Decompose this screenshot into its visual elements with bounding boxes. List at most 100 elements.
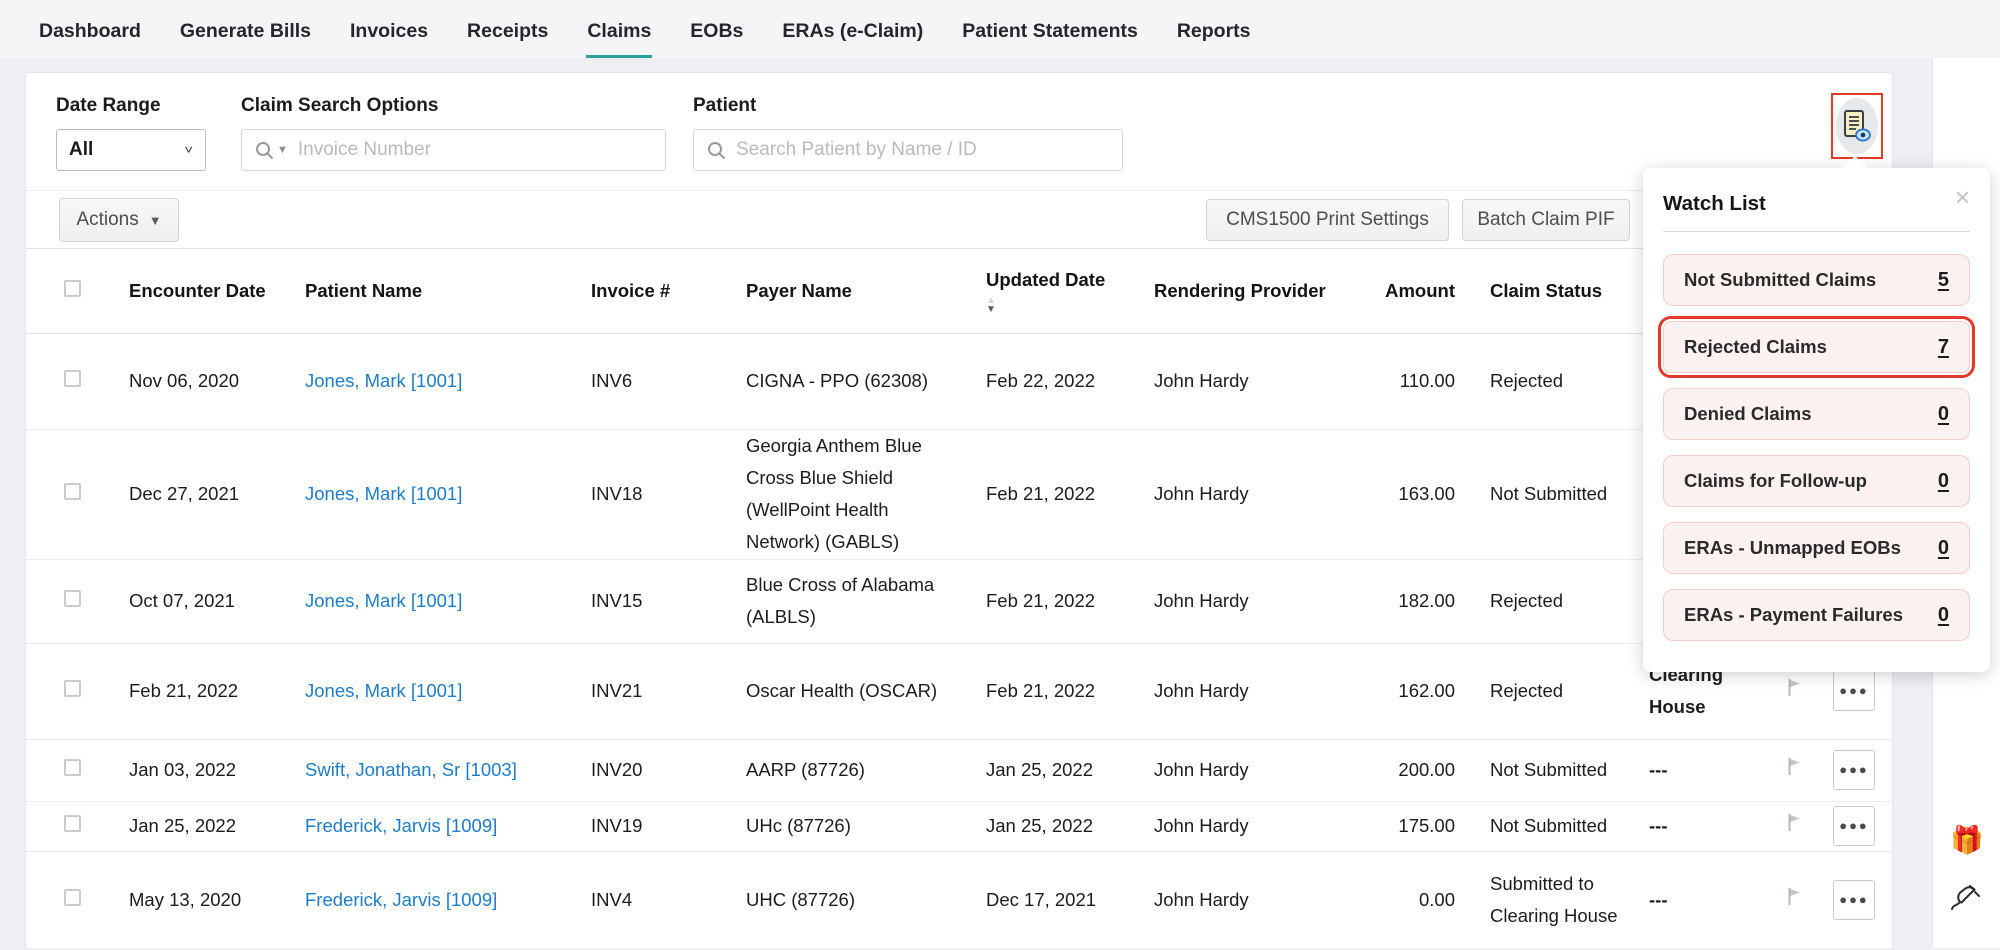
watch-item-count[interactable]: 0 [1937,603,1949,626]
updated-date-cell: Feb 22, 2022 [961,333,1129,430]
watch-item-count[interactable]: 5 [1937,268,1949,291]
invoice-number-input[interactable] [287,139,665,161]
patient-name-link[interactable]: Jones, Mark [1001] [305,590,463,612]
nav-item-reports[interactable]: Reports [1176,20,1251,42]
date-range-select[interactable]: All ˅ [56,129,206,171]
top-navigation: Dashboard Generate Bills Invoices Receipts C… [0,0,2000,58]
column-header-updated-date[interactable]: Updated Date ▲ ▼ [961,249,1129,334]
nav-item-receipts[interactable]: Receipts [467,20,549,42]
rejection-source-cell: --- [1621,739,1769,802]
column-header-payer-name[interactable]: Payer Name [721,249,961,334]
batch-claim-pif-button[interactable]: Batch Claim PIF [1462,199,1630,241]
nav-item-eobs[interactable]: EOBs [690,20,744,42]
encounter-date-cell: Feb 21, 2022 [104,643,280,740]
close-icon[interactable]: × [1954,182,1970,212]
claims-table-body: Nov 06, 2020 Jones, Mark [1001] INV6 CIG… [26,333,1894,950]
patient-name-link[interactable]: Swift, Jonathan, Sr [1003] [305,759,517,781]
actions-button[interactable]: Actions ▼ [59,198,179,242]
cms1500-print-settings-button[interactable]: CMS1500 Print Settings [1206,199,1449,241]
watch-list-item[interactable]: ERAs - Payment Failures 0 [1663,589,1970,641]
nav-item-eras-e-claim-[interactable]: ERAs (e-Claim) [782,20,924,42]
plug-icon[interactable] [1948,882,1982,921]
amount-cell: 0.00 [1361,851,1463,950]
column-header-amount[interactable]: Amount [1361,249,1463,334]
more-options-button[interactable]: ●●● [1833,750,1875,790]
invoice-cell: INV15 [566,559,721,644]
select-all-checkbox[interactable] [64,279,81,297]
patient-name-link[interactable]: Jones, Mark [1001] [305,680,463,702]
watch-list-item[interactable]: Claims for Follow-up 0 [1663,455,1970,507]
watch-panel-notch [1842,156,1868,169]
table-row: Dec 27, 2021 Jones, Mark [1001] INV18 Ge… [26,429,1894,560]
column-header-encounter-date[interactable]: Encounter Date [104,249,280,334]
patient-name-link[interactable]: Frederick, Jarvis [1009] [305,889,498,911]
watch-list-item[interactable]: ERAs - Unmapped EOBs 0 [1663,522,1970,574]
updated-date-cell: Feb 21, 2022 [961,559,1129,644]
watch-list-trigger-button[interactable] [1831,93,1883,159]
encounter-date-cell: Nov 06, 2020 [104,333,280,430]
date-range-label: Date Range [56,95,161,116]
watch-item-count[interactable]: 7 [1937,335,1949,358]
rejection-source-cell: --- [1621,801,1769,852]
payer-name-cell: CIGNA - PPO (62308) [721,333,961,430]
sort-icons[interactable]: ▲ ▼ [986,295,996,316]
payer-name-cell: Oscar Health (OSCAR) [721,643,961,740]
table-toolbar: Actions ▼ CMS1500 Print Settings Batch C… [26,191,1892,249]
watch-list-item[interactable]: Denied Claims 0 [1663,388,1970,440]
row-checkbox[interactable] [64,370,81,388]
watch-item-count[interactable]: 0 [1937,536,1949,559]
encounter-date-cell: Jan 25, 2022 [104,801,280,852]
patient-name-link[interactable]: Jones, Mark [1001] [305,370,463,392]
watch-item-count[interactable]: 0 [1937,469,1949,492]
amount-cell: 200.00 [1361,739,1463,802]
watch-list-item[interactable]: Not Submitted Claims 5 [1663,254,1970,306]
rendering-provider-cell: John Hardy [1129,429,1361,560]
amount-cell: 163.00 [1361,429,1463,560]
invoice-cell: INV4 [566,851,721,950]
column-header-invoice[interactable]: Invoice # [566,249,721,334]
column-header-patient-name[interactable]: Patient Name [280,249,566,334]
encounter-date-cell: Dec 27, 2021 [104,429,280,560]
flag-icon[interactable] [1787,678,1802,697]
more-options-button[interactable]: ●●● [1833,671,1875,711]
flag-icon[interactable] [1787,813,1802,832]
patient-name-link[interactable]: Jones, Mark [1001] [305,483,463,505]
more-options-button[interactable]: ●●● [1833,880,1875,920]
row-checkbox[interactable] [64,680,81,698]
nav-item-invoices[interactable]: Invoices [350,20,429,42]
watch-item-count[interactable]: 0 [1937,402,1949,425]
row-checkbox[interactable] [64,590,81,608]
column-header-claim-status[interactable]: Claim Status [1463,249,1621,334]
flag-icon[interactable] [1787,757,1802,776]
row-checkbox[interactable] [64,889,81,907]
patient-label: Patient [693,95,757,116]
column-header-rendering-provider[interactable]: Rendering Provider [1129,249,1361,334]
watch-item-label: ERAs - Unmapped EOBs [1684,537,1901,558]
nav-item-dashboard[interactable]: Dashboard [39,20,141,42]
row-checkbox[interactable] [64,759,81,777]
search-type-caret-icon[interactable]: ▼ [277,144,288,156]
row-checkbox[interactable] [64,815,81,833]
invoice-cell: INV18 [566,429,721,560]
watch-list-icon [1836,98,1878,154]
rendering-provider-cell: John Hardy [1129,333,1361,430]
table-row: Oct 07, 2021 Jones, Mark [1001] INV15 Bl… [26,559,1894,644]
chevron-down-icon: ˅ [184,143,193,157]
watch-list-item[interactable]: Rejected Claims 7 [1658,316,1975,378]
patient-search-input[interactable] [726,139,1122,161]
nav-item-patient-statements[interactable]: Patient Statements [962,20,1138,42]
payer-name-cell: Georgia Anthem Blue Cross Blue Shield (W… [721,429,961,560]
rendering-provider-cell: John Hardy [1129,739,1361,802]
updated-date-cell: Feb 21, 2022 [961,429,1129,560]
patient-name-link[interactable]: Frederick, Jarvis [1009] [305,815,498,837]
gift-icon[interactable]: 🎁 [1950,825,1984,855]
nav-item-claims[interactable]: Claims [586,20,653,58]
invoice-cell: INV21 [566,643,721,740]
actions-button-label: Actions [76,209,139,230]
nav-item-generate-bills[interactable]: Generate Bills [179,20,311,42]
search-icon [256,141,274,159]
more-options-button[interactable]: ●●● [1833,806,1875,846]
claim-status-cell: Rejected [1463,333,1621,430]
flag-icon[interactable] [1787,887,1802,906]
row-checkbox[interactable] [64,483,81,501]
